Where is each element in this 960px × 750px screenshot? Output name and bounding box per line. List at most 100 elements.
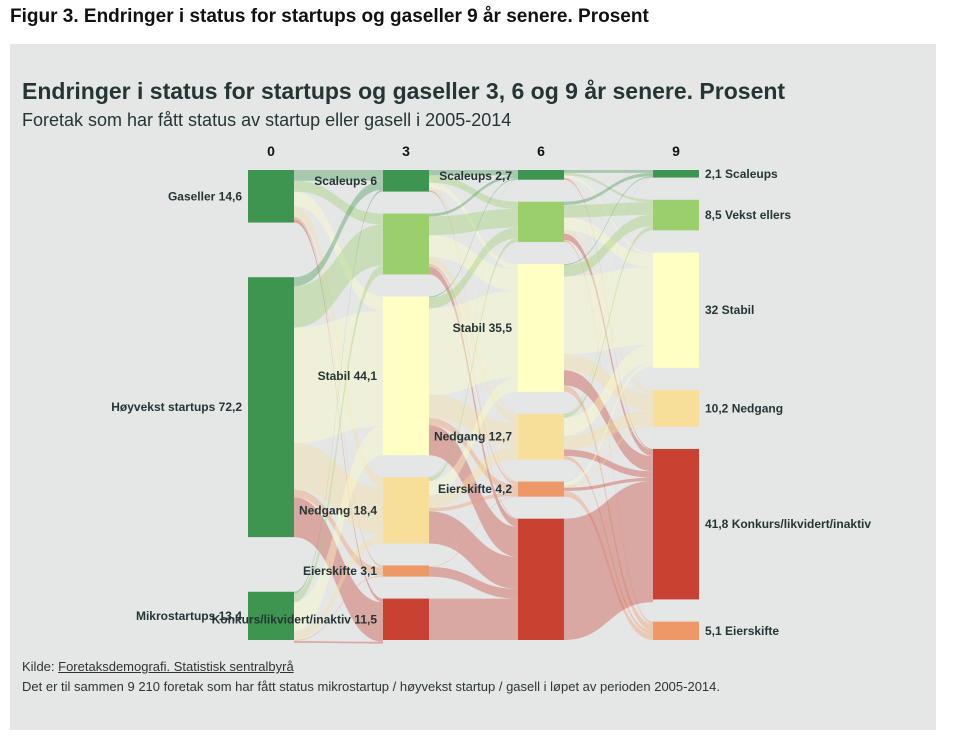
- link-1-stabil-to-vekst: [429, 227, 518, 309]
- link-0-gaseller-to-eierskifte: [294, 216, 383, 568]
- link-2-stabil-to-scaleups: [564, 176, 653, 266]
- link-1-scaleups-to-vekst: [429, 175, 518, 209]
- node-1-vekst[interactable]: [383, 213, 429, 275]
- node-1-eierskifte[interactable]: [383, 565, 429, 577]
- link-1-vekst-to-vekst: [429, 208, 518, 236]
- link-1-eierskifte-to-konkurs: [429, 566, 518, 599]
- link-2-nedgang-to-stabil: [564, 344, 653, 436]
- link-2-stabil-to-konkurs: [564, 370, 653, 472]
- link-1-nedgang-to-konkurs: [429, 511, 518, 589]
- link-1-stabil-to-eierskifte: [429, 418, 518, 493]
- links-layer: [294, 170, 653, 644]
- link-1-stabil-to-konkurs: [429, 425, 518, 557]
- link-2-eierskifte-to-konkurs: [564, 477, 653, 491]
- link-1-nedgang-to-vekst: [429, 238, 518, 482]
- link-1-scaleups-to-konkurs: [429, 190, 518, 520]
- chart-panel: Endringer i status for startups og gasel…: [10, 44, 936, 730]
- label-3-stabil: 32 Stabil: [705, 303, 754, 317]
- node-0-mikro[interactable]: [248, 591, 294, 640]
- node-1-nedgang[interactable]: [383, 477, 429, 544]
- link-0-mikro-to-stabil: [294, 426, 383, 632]
- link-1-nedgang-to-stabil: [429, 377, 518, 496]
- column-header-0: 0: [267, 143, 275, 159]
- link-2-nedgang-to-vekst: [564, 226, 653, 418]
- link-1-vekst-to-scaleups: [429, 175, 518, 217]
- link-2-vekst-to-eierskifte: [564, 239, 653, 625]
- link-2-vekst-to-stabil: [564, 217, 653, 268]
- column-header-1: 3: [402, 143, 410, 159]
- link-0-gaseller-to-scaleups: [294, 170, 383, 181]
- chart-subtitle: Foretak som har fått status av startup e…: [22, 110, 512, 130]
- link-2-eierskifte-to-stabil: [564, 362, 653, 486]
- link-2-nedgang-to-scaleups: [564, 177, 653, 415]
- node-1-stabil[interactable]: [383, 296, 429, 456]
- link-2-stabil-to-stabil: [564, 267, 653, 355]
- node-2-stabil[interactable]: [518, 264, 564, 392]
- link-0-mikro-to-vekst: [294, 265, 383, 603]
- label-2-stabil: Stabil 35,5: [453, 321, 513, 335]
- link-1-eierskifte-to-stabil: [429, 391, 518, 566]
- source-prefix: Kilde:: [22, 659, 59, 674]
- link-2-scaleups-to-vekst: [564, 172, 653, 203]
- link-0-gaseller-to-vekst: [294, 180, 383, 225]
- link-2-vekst-to-vekst: [564, 202, 653, 218]
- link-1-scaleups-to-scaleups: [429, 170, 518, 176]
- link-2-scaleups-to-nedgang: [564, 177, 653, 391]
- node-3-nedgang[interactable]: [653, 390, 699, 427]
- link-0-mikro-to-scaleups: [294, 189, 383, 594]
- label-3-nedgang: 10,2 Nedgang: [705, 401, 783, 415]
- source-link[interactable]: Foretaksdemografi. Statistisk sentralbyr…: [58, 659, 294, 674]
- chart-title: Endringer i status for startups og gasel…: [22, 78, 786, 104]
- node-1-scaleups[interactable]: [383, 170, 429, 192]
- link-1-vekst-to-nedgang: [429, 256, 518, 424]
- link-1-nedgang-to-scaleups: [429, 179, 518, 478]
- nodes-layer: [248, 170, 699, 640]
- link-2-scaleups-to-konkurs: [564, 178, 653, 451]
- link-1-konkurs-to-konkurs: [429, 598, 518, 640]
- node-3-scaleups[interactable]: [653, 170, 699, 178]
- node-3-vekst[interactable]: [653, 199, 699, 231]
- link-0-gaseller-to-stabil: [294, 191, 383, 311]
- link-2-stabil-to-nedgang: [564, 354, 653, 411]
- node-0-gaseller[interactable]: [248, 170, 294, 223]
- link-1-vekst-to-eierskifte: [429, 264, 518, 486]
- label-3-eierskifte: 5,1 Eierskifte: [705, 624, 779, 638]
- label-0-mikro: Mikrostartups 13,4: [136, 609, 242, 623]
- label-0-hoyvekst: Høyvekst startups 72,2: [111, 400, 242, 414]
- node-2-konkurs[interactable]: [518, 518, 564, 640]
- sankey-chart: 0 Gaseller 14,6 Høyvekst startups 72,2 Mikr…: [111, 143, 871, 644]
- label-1-stabil: Stabil 44,1: [318, 369, 378, 383]
- link-1-scaleups-to-nedgang: [429, 188, 518, 416]
- link-0-hoyvekst-to-vekst: [294, 224, 383, 328]
- node-3-eierskifte[interactable]: [653, 621, 699, 640]
- node-2-scaleups[interactable]: [518, 170, 564, 180]
- link-0-mikro-to-eierskifte: [294, 575, 383, 642]
- node-2-eierskifte[interactable]: [518, 481, 564, 497]
- link-2-eierskifte-to-vekst: [564, 230, 653, 482]
- link-2-vekst-to-konkurs: [564, 233, 653, 457]
- node-0-hoyvekst[interactable]: [248, 277, 294, 538]
- link-0-hoyvekst-to-stabil: [294, 310, 383, 443]
- labels-layer: 0 Gaseller 14,6 Høyvekst startups 72,2 Mikr…: [111, 143, 871, 638]
- link-2-eierskifte-to-nedgang: [564, 424, 653, 488]
- link-1-nedgang-to-nedgang: [429, 446, 518, 508]
- column-header-2: 6: [537, 143, 545, 159]
- node-2-nedgang[interactable]: [518, 413, 564, 460]
- node-2-vekst[interactable]: [518, 201, 564, 243]
- link-0-hoyvekst-to-scaleups: [294, 180, 383, 287]
- link-2-vekst-to-scaleups: [564, 172, 653, 205]
- label-3-vekst: 8,5 Vekst ellers: [705, 208, 791, 222]
- label-1-konkurs: Konkurs/likvidert/inaktiv 11,5: [212, 612, 378, 626]
- label-2-nedgang: Nedgang 12,7: [434, 430, 512, 444]
- figure-title: Figur 3. Endringer i status for startups…: [10, 6, 649, 27]
- link-2-konkurs-to-konkurs: [564, 480, 653, 640]
- label-1-nedgang: Nedgang 18,4: [299, 503, 377, 517]
- link-1-stabil-to-scaleups: [429, 178, 518, 298]
- label-2-eierskifte: Eierskifte 4,2: [438, 482, 512, 496]
- node-3-konkurs[interactable]: [653, 448, 699, 600]
- label-1-scaleups: Scaleups 6: [314, 174, 377, 188]
- label-2-scaleups: Scaleups 2,7: [439, 169, 512, 183]
- node-3-stabil[interactable]: [653, 252, 699, 368]
- node-1-konkurs[interactable]: [383, 598, 429, 640]
- link-1-stabil-to-nedgang: [429, 394, 518, 447]
